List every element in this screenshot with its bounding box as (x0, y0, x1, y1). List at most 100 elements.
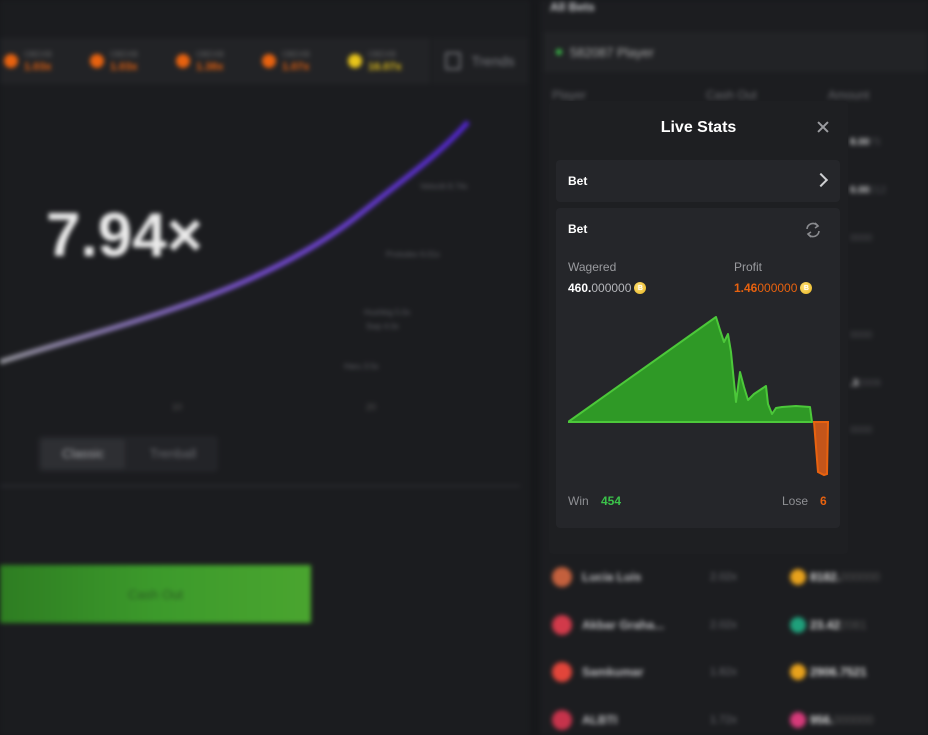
avatar (552, 662, 572, 682)
currency-coin-icon (790, 569, 806, 585)
lose-label: Lose (782, 494, 809, 508)
history-value: 1.03x (110, 61, 138, 73)
history-item[interactable]: OBDXB 1.03x (86, 49, 172, 73)
column-player: Player (552, 88, 587, 102)
profit-value: 1.46 000000 B (734, 281, 813, 295)
players-count: 582087 Player (570, 44, 654, 60)
player-name: Akbar Graha... (582, 618, 665, 632)
side-amount-dim: 0000 (850, 233, 873, 244)
side-amount-main: .3 (850, 378, 859, 389)
close-icon[interactable] (814, 118, 832, 136)
side-amount: 0000 (850, 233, 872, 244)
modal-title: Live Stats (660, 119, 737, 136)
bet-amount-decimals: 2081 (840, 618, 867, 632)
table-row[interactable]: Akbar Graha... 2.02x 23.42 2081 (552, 610, 922, 640)
trends-icon (445, 52, 462, 70)
side-amount-dim: 0000 (850, 425, 873, 436)
history-value: 1.38x (196, 61, 224, 73)
gold-coin-icon (348, 54, 362, 68)
online-dot-icon (556, 49, 562, 55)
cash-out-button[interactable]: Cash Out (0, 565, 311, 623)
avatar (552, 567, 572, 587)
history-label: OBDXB (110, 50, 139, 59)
trends-button[interactable]: Trends (432, 38, 528, 84)
currency-coin-icon (790, 617, 806, 633)
recent-history-strip: OBDXB 1.03x OBDXB 1.03x OBDXB 1.38x OBDXB 1.07x… (0, 38, 430, 84)
table-row[interactable]: ALBTI 1.72x 956. 000000 (552, 705, 922, 735)
player-name: Lucia Luis (582, 570, 642, 584)
cash-out-value: 1.82x (710, 666, 737, 678)
side-amount: .32009 (850, 378, 881, 389)
history-text: OBDXB 1.03x (24, 49, 52, 73)
avatar (552, 710, 572, 730)
history-item[interactable]: OBDXB 1.38x (172, 49, 258, 73)
selector-label: Bet (568, 174, 588, 188)
history-label: OBDXB (368, 50, 397, 59)
profit-main: 1.46 (734, 281, 758, 295)
bet-amount: 2906.7521 (810, 665, 867, 679)
game-mode-tabs: Classic Trenball (38, 436, 218, 472)
history-label: OBDXB (24, 50, 53, 59)
profit-chart (568, 316, 830, 477)
live-stats-modal: Live Stats Bet Bet Wagered 460. 000000 B … (549, 101, 848, 554)
side-amount: 0.00212 (850, 185, 886, 196)
history-value: 1.07x (282, 61, 310, 73)
point-label: Haru 3.5x (344, 362, 379, 371)
all-bets-title: All Bets (550, 0, 595, 14)
cash-out-value: 1.72x (710, 714, 737, 726)
orange-coin-icon (262, 54, 276, 68)
profit-area-positive (568, 316, 813, 423)
history-item[interactable]: OBDXB 1.07x (258, 49, 344, 73)
history-text: OBDXB 1.07x (282, 49, 310, 73)
history-text: OBDXB 1.03x (110, 49, 138, 73)
history-label: OBDXB (196, 50, 225, 59)
wagered-main: 460. (568, 281, 592, 295)
stats-type-selector[interactable]: Bet (556, 160, 840, 202)
tab-classic[interactable]: Classic (41, 439, 125, 469)
side-amount-dim: 75 (869, 137, 881, 148)
orange-coin-icon (176, 54, 190, 68)
history-item[interactable]: OBDXB 16.07x (344, 49, 430, 73)
side-amount-dim: 212 (869, 185, 887, 196)
currency-coin-icon (790, 712, 806, 728)
card-title: Bet (568, 222, 588, 236)
bet-amount-decimals: 000000 (833, 713, 874, 727)
profit-area-negative (812, 421, 830, 477)
player-name: ALBTI (582, 713, 618, 727)
orange-coin-icon (4, 54, 18, 68)
bet-amount: 23.42 (810, 618, 841, 632)
history-text: OBDXB 16.07x (368, 49, 402, 73)
win-label: Win (568, 494, 589, 508)
currency-coin-icon (790, 664, 806, 680)
wagered-decimals: 000000 (591, 281, 632, 295)
history-item[interactable]: OBDXB 1.03x (0, 49, 86, 73)
point-label: Swp 4.0x (366, 322, 399, 331)
chevron-right-icon (813, 172, 829, 188)
stats-card: Bet Wagered 460. 000000 B Profit 1.46 0000… (556, 208, 840, 528)
table-row[interactable]: Lucia Luis 2.02x 8182. 000000 (552, 562, 922, 592)
wagered-label: Wagered (568, 260, 617, 274)
crash-curve: 10 20 (0, 120, 470, 412)
refresh-icon[interactable] (804, 221, 822, 239)
profit-label: Profit (734, 260, 763, 274)
side-amount-dim: 0000 (850, 330, 873, 341)
cash-out-value: 2.02x (710, 619, 737, 631)
bet-amount-decimals: 000000 (840, 570, 881, 584)
side-amount: 0000 (850, 330, 872, 341)
table-row[interactable]: Samkumar 1.82x 2906.7521 (552, 657, 922, 687)
avatar (552, 615, 572, 635)
side-amount-dim: 2009 (858, 378, 881, 389)
side-amount-main: 8.00 (850, 137, 870, 148)
side-amount: 8.0075 (850, 137, 881, 148)
current-multiplier: 7.94× (46, 201, 203, 270)
divider (0, 485, 520, 487)
svg-text:20: 20 (366, 402, 376, 412)
wagered-value: 460. 000000 B (568, 281, 647, 295)
history-value: 16.07x (368, 61, 402, 73)
history-label: OBDXB (282, 50, 311, 59)
trends-label: Trends (471, 53, 515, 69)
point-label: Hushkig 5.0x (364, 308, 411, 317)
profit-decimals: 000000 (757, 281, 798, 295)
player-name: Samkumar (582, 665, 644, 679)
tab-trenball[interactable]: Trenball (149, 446, 197, 461)
